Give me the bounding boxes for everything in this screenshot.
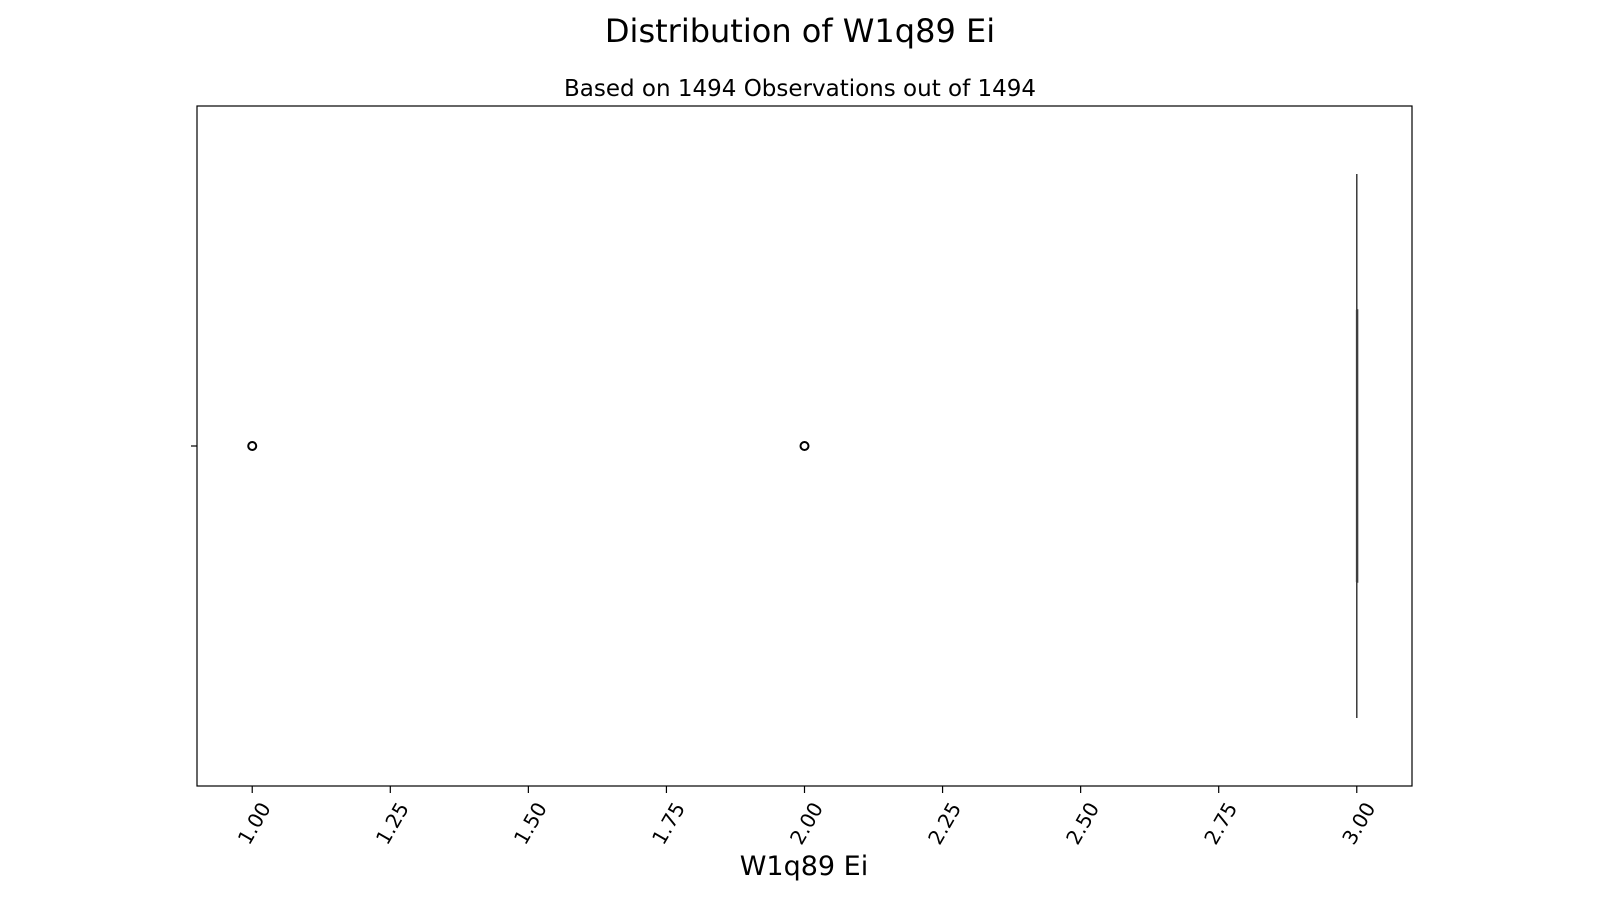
x-tick-label: 2.00	[785, 798, 828, 849]
x-tick-label: 2.50	[1061, 798, 1104, 849]
chart-title: Distribution of W1q89 Ei	[604, 12, 996, 50]
plot-frame	[196, 105, 1413, 787]
chart-subtitle: Based on 1494 Observations out of 1494	[563, 76, 1037, 102]
x-tick-label: 1.50	[509, 798, 552, 849]
x-tick-label: 1.25	[371, 798, 414, 849]
outlier-points	[247, 441, 810, 451]
outlier-point	[247, 441, 258, 451]
boxplot	[1355, 174, 1359, 718]
x-tick-label: 2.25	[923, 798, 966, 849]
x-axis-label: W1q89 Ei	[740, 851, 869, 882]
x-tick-label: 1.00	[233, 798, 276, 849]
x-tick-label: 1.75	[647, 798, 690, 849]
x-tick-label: 3.00	[1337, 798, 1380, 849]
x-axis-ticks: 1.00 1.25 1.50 1.75 2.00 2.25 2.50 2.75 3.00	[233, 786, 1380, 849]
x-tick-label: 2.75	[1199, 798, 1242, 849]
outlier-point	[799, 441, 810, 451]
